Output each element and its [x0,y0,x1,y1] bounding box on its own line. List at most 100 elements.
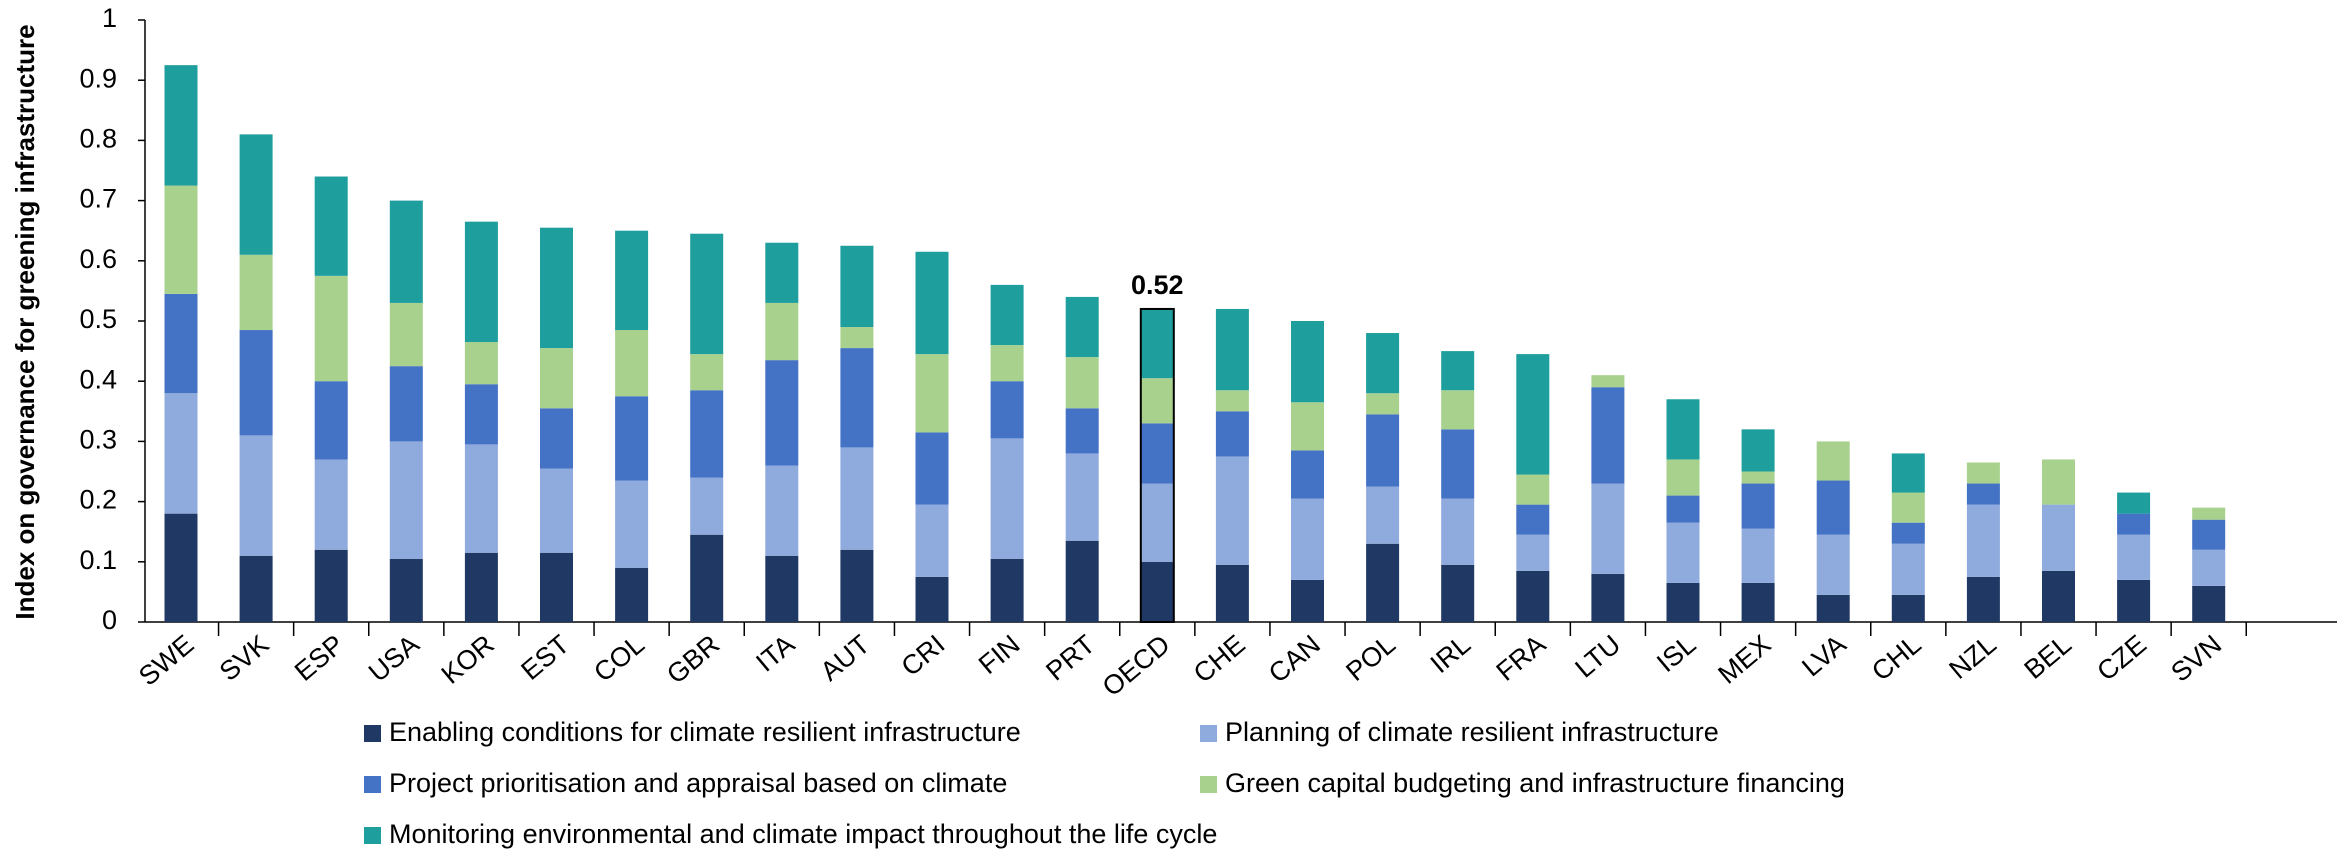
bar-segment [765,242,799,303]
legend-swatch [1200,776,1217,793]
bar-segment [1291,579,1324,622]
y-tick-label: 0.4 [79,364,117,394]
bar-segment [690,390,724,478]
bar-segment [1215,456,1249,565]
x-tick-label: OECD [1097,629,1176,702]
x-tick-label: CRI [896,629,951,682]
bar-segment [990,438,1024,559]
x-tick-label: ESP [289,629,350,687]
bar-segment [765,555,799,622]
bar-segment [690,233,724,355]
bar-segment [915,504,949,577]
x-tick-label: SWE [133,629,199,692]
bar-segment [1741,528,1775,583]
y-tick-label: 1 [102,3,117,33]
bar-segment [239,555,273,622]
bar-segment [1366,333,1400,394]
bar-segment [915,251,949,355]
bar-segment [690,354,724,391]
bar-segment [1291,498,1324,580]
bar-segment [915,432,949,505]
bar-segment [1591,375,1625,388]
bar-segment [1065,408,1099,454]
bar-segment [1891,543,1925,595]
x-tick-label: FRA [1491,629,1552,687]
bar-segment [690,534,724,622]
bar-segment [840,549,874,622]
y-axis-label: Index on governance for greening infrast… [10,24,40,619]
bar-segment [615,567,649,622]
bar-segment [615,480,649,568]
bar-segment [1516,354,1550,475]
bar-segment [314,549,348,622]
bar-segment [615,396,649,481]
y-tick-label: 0.5 [79,304,117,334]
bar-segment [2117,579,2151,622]
bar-segment [1891,453,1925,493]
bar-segment [1891,492,1925,523]
bar-segment [239,435,273,556]
bar-segment [1215,390,1249,412]
bar-segment [1666,495,1700,523]
bar-segment [1366,393,1400,415]
bar-segment [1215,411,1249,457]
bar-segment [840,327,874,349]
bar-segment [1366,543,1400,622]
legend-swatch [364,725,381,742]
bar-segment [1666,399,1700,460]
bar-segment [164,185,198,294]
bar-segment [164,393,198,514]
bar-segment [314,459,348,550]
bar-segment [464,221,498,343]
x-tick-label: CAN [1263,629,1326,689]
x-tick-label: USA [363,629,425,688]
x-tick-label: LVA [1796,629,1851,682]
bar-segment [314,381,348,460]
bar-segment [1966,483,2000,505]
x-tick-label: ITA [750,629,800,678]
bar-segment [464,342,498,385]
x-tick-label: AUT [815,629,876,687]
bar-segment [389,441,423,559]
bar-segment [1065,357,1099,409]
bar-segment [765,302,799,361]
bar-segment [1215,308,1249,391]
bar-segment [990,284,1024,346]
bar-segment [239,330,273,436]
bar-segment [314,275,348,382]
y-tick-label: 0.9 [79,63,117,93]
legend-label: Planning of climate resilient infrastruc… [1225,717,1719,747]
x-tick-label: CZE [2091,629,2152,687]
bar-segment [464,552,498,622]
y-tick-label: 0.2 [79,485,117,515]
bar-segment [2042,570,2075,622]
bar-segment [1966,462,2000,484]
bar-segment [389,302,423,367]
bar-segment [840,447,874,550]
bar-segment [389,366,423,442]
bar-segment [1516,534,1550,571]
y-tick-label: 0.3 [79,425,117,455]
bar-segment [540,468,573,553]
bar-segment [540,227,573,349]
bar-segment [2192,519,2226,550]
x-tick-label: SVN [2165,629,2227,688]
x-tick-label: LTU [1570,629,1627,683]
bar-segment [915,354,949,433]
bar-segment [2117,513,2151,535]
bar-segment [1140,483,1174,562]
bar-segment [765,360,799,466]
bar-segment [1516,504,1550,535]
bar-segment [1741,582,1775,622]
bar-segment [1816,480,1850,535]
bar-segment [2042,459,2075,505]
bar-segment [2042,504,2075,571]
bar-segment [540,408,573,469]
bar-segment [1140,378,1174,424]
bar-segment [1741,483,1775,529]
bar-segment [1666,582,1700,622]
bar-segment [1741,429,1775,472]
bar-segment [164,293,198,394]
bar-segment [1215,564,1249,622]
